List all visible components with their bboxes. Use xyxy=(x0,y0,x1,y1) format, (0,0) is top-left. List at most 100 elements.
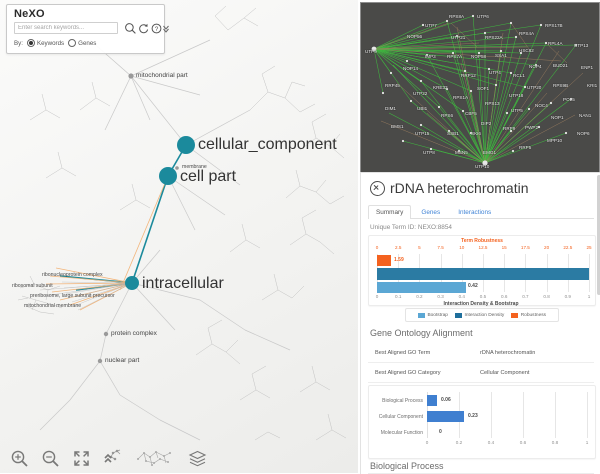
legend-item-robustness: Robustness xyxy=(511,312,547,318)
gene-label-utp7: UTP7 xyxy=(425,23,437,28)
network-thumbnail-icon[interactable] xyxy=(134,449,176,468)
table-row: Best Aligned GO Category Cellular Compon… xyxy=(368,363,594,383)
tab-genes[interactable]: Genes xyxy=(421,209,441,216)
legend-label-robustness: Robustness xyxy=(520,312,547,318)
detail-scroll-thumb[interactable] xyxy=(597,175,600,295)
radio-keywords-label: Keywords xyxy=(36,39,65,47)
collapse-all-icon[interactable] xyxy=(103,449,122,468)
node-label-mitochondrial-part: mitochondrial part xyxy=(136,72,188,79)
gene-label-imp3: IMP3 xyxy=(425,54,436,59)
gene-label-kre33: KRE33 xyxy=(433,85,448,90)
radio-genes-indicator[interactable] xyxy=(68,39,77,47)
go-alignment-table: Best Aligned GO Term rDNA heterochromati… xyxy=(368,343,594,383)
bottom-tick: 0.4 xyxy=(458,294,465,299)
tab-summary[interactable]: Summary xyxy=(368,205,412,219)
gene-label-rrp9: RRP9 xyxy=(503,126,516,131)
gene-label-emg1: EMG1 xyxy=(483,150,497,155)
network-toolbar xyxy=(0,443,358,473)
gene-label-utp6: UTP6 xyxy=(477,14,489,19)
bar-robustness-value: 1.59 xyxy=(394,257,404,263)
bar-molecular-function-value: 0 xyxy=(439,429,442,435)
gene-label-utp20: UTP20 xyxy=(527,85,542,90)
refresh-icon[interactable] xyxy=(137,22,150,35)
gene-label-ssb1: SSB1 xyxy=(447,131,459,136)
gene-label-rrp5: RRP5 xyxy=(519,145,532,150)
legend-label-interaction-density: Interaction Density xyxy=(464,312,505,318)
gene-label-utp22: UTP22 xyxy=(413,91,428,96)
node-label-preribosome-large-subunit-precursor: preribosome, large subunit precursor xyxy=(30,293,115,299)
top-tick: 17.5 xyxy=(520,245,530,250)
radio-keywords[interactable]: Keywords xyxy=(26,39,65,47)
chevron-down-icon[interactable] xyxy=(162,22,170,35)
gene-label-nop6: NOP6 xyxy=(577,131,590,136)
gene-label-kri1: KRI1 xyxy=(587,83,598,88)
top-tick: 0 xyxy=(375,245,379,250)
gene-label-utp18: UTP18 xyxy=(509,93,524,98)
gene-interaction-network[interactable]: UTP9 UTP10 RPS8A UTP6 UTP7 RPS17B NOP56 … xyxy=(360,2,600,174)
gene-label-rpl4a: RPL4A xyxy=(548,41,563,46)
chart2-tick: 0.8 xyxy=(551,440,559,445)
node-label-intracellular: intracellular xyxy=(142,275,224,292)
tab-interactions[interactable]: Interactions xyxy=(458,209,492,216)
section-gene-ontology-alignment: Gene Ontology Alignment xyxy=(370,328,473,338)
chart2-tick: 0 xyxy=(425,440,429,445)
gene-label-rps6: RPS6 xyxy=(441,113,454,118)
gene-label-nop1: NOP1 xyxy=(551,115,564,120)
layers-icon[interactable] xyxy=(188,449,207,468)
gene-network-edges xyxy=(371,14,584,166)
search-input[interactable] xyxy=(14,22,118,34)
search-icon[interactable] xyxy=(124,22,137,35)
node-label-membrane: membrane xyxy=(182,164,207,170)
node-cell-part[interactable] xyxy=(159,167,177,185)
chart2-category-label: Cellular Component xyxy=(378,414,423,420)
gene-label-bms1: BMS1 xyxy=(391,124,404,129)
bottom-tick: 0.6 xyxy=(500,294,508,299)
bar-bootstrap-value: 0.42 xyxy=(468,283,478,289)
go-row-value: Cellular Component xyxy=(480,369,530,376)
bottom-tick: 0.2 xyxy=(416,294,423,299)
gene-label-rps1a: RPS1A xyxy=(453,95,469,100)
help-icon[interactable]: ? xyxy=(150,22,163,35)
legend-item-interaction-density: Interaction Density xyxy=(454,312,505,318)
gene-label-utp10: UTP10 xyxy=(475,164,490,169)
ontology-network-canvas[interactable]: cellular_component cell part intracellul… xyxy=(0,0,358,473)
radio-genes[interactable]: Genes xyxy=(68,39,96,47)
gene-label-rps7a: RPS7A xyxy=(447,54,463,59)
gene-label-enp1: ENP1 xyxy=(581,65,594,70)
detail-scrollbar[interactable] xyxy=(597,173,600,474)
gene-label-utp8: UTP8 xyxy=(423,150,435,155)
top-tick: 10 xyxy=(459,245,465,250)
zoom-out-icon[interactable] xyxy=(41,449,60,468)
gene-label-utp15: UTP15 xyxy=(415,131,430,136)
chart-bottom-axis: 0 0.1 0.2 0.3 0.4 0.5 0.6 0.7 0.8 0.9 1 xyxy=(375,294,591,303)
chart2-category-label: Molecular Function xyxy=(380,430,423,436)
close-circle-icon[interactable] xyxy=(370,180,385,196)
bar-robustness xyxy=(377,255,391,266)
gene-label-ssa1: SSA1 xyxy=(495,53,507,58)
node-intracellular[interactable] xyxy=(125,276,139,290)
fit-screen-icon[interactable] xyxy=(72,449,91,468)
gene-label-rps8a: RPS8A xyxy=(449,14,465,19)
chart-legend: Bootstrap Interaction Density Robustness xyxy=(405,308,559,322)
legend-swatch-robustness xyxy=(511,312,519,318)
top-tick: 2.5 xyxy=(394,245,402,250)
chart2-tick: 0.2 xyxy=(455,440,463,445)
gene-label-dip2: DIP2 xyxy=(481,121,492,126)
gene-label-rps4a: RPS4A xyxy=(519,31,535,36)
gene-label-hsc82: HSC82 xyxy=(519,48,534,53)
search-row: ? xyxy=(14,22,169,35)
gene-label-rps22a: RPS22A xyxy=(485,35,503,40)
go-row-value: rDNA heterochromatin xyxy=(480,349,536,356)
gene-label-ubi1: UBI1 xyxy=(417,106,428,111)
radio-keywords-indicator[interactable] xyxy=(26,39,35,47)
node-cellular-component[interactable] xyxy=(177,136,195,154)
gene-label-pol5: POL5 xyxy=(563,97,575,102)
bar-biological-process xyxy=(427,395,437,406)
bottom-tick: 0 xyxy=(375,294,379,299)
chart-term-robustness-title: Term Robustness xyxy=(461,238,503,244)
gene-label-nop14: NOP14 xyxy=(403,66,419,71)
node-label-cell-part: cell part xyxy=(180,168,237,185)
gene-label-nan1: NAN1 xyxy=(579,113,592,118)
zoom-in-icon[interactable] xyxy=(10,449,29,468)
network-edges xyxy=(17,5,347,441)
